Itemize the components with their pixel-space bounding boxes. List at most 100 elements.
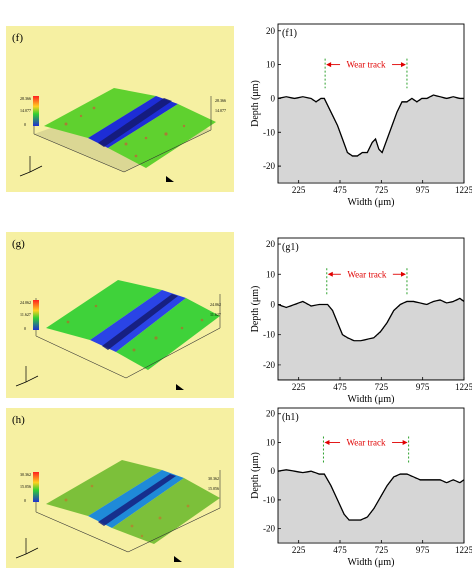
profile-chart: 225 475 725 975 1225 20 10 0 -10 -20 Width (μm) Dep…	[250, 237, 472, 405]
wear-arrow-head-left	[324, 439, 330, 445]
scale-zero: 0	[24, 122, 26, 127]
x-tick-label: 225	[292, 545, 306, 555]
axis-triad	[15, 538, 39, 559]
x-tick-label: 475	[333, 545, 347, 555]
y-tick-label: 0	[271, 93, 276, 103]
wear-arrow-head-right	[400, 271, 406, 277]
x-tick-label: 975	[416, 185, 430, 195]
y-tick-label: 10	[266, 437, 276, 447]
arrow-marker	[174, 556, 182, 562]
y-tick-label: -10	[263, 127, 275, 137]
wear-track-label: Wear track	[347, 60, 386, 70]
wear-arrow-head-left	[327, 271, 333, 277]
y-tick-label: 10	[266, 60, 276, 70]
scale-max-right: 24.062	[210, 302, 221, 307]
x-tick-label: 225	[292, 185, 306, 195]
wear-arrow-head-right	[400, 62, 406, 68]
wear-arrow-head-right	[402, 439, 408, 445]
profile-fill-area	[278, 469, 464, 543]
axis-triad	[15, 366, 39, 387]
y-tick-label: 20	[266, 409, 276, 419]
axes-frame	[277, 23, 465, 184]
scale-max: 30.362	[20, 472, 31, 477]
scale-mid: 14.077	[20, 108, 31, 113]
y-tick-label: -20	[263, 524, 275, 534]
surface-3d-plot: 30.362 15.056 0 30.362 15.056	[15, 460, 221, 562]
x-tick-label: 725	[375, 545, 389, 555]
wear-arrow-head-left	[326, 62, 332, 68]
scale-max-right: 28.366	[215, 98, 226, 103]
axes-frame	[277, 237, 465, 381]
surface-3d-plot: 28.366 14.077 0 28.366 14.077	[19, 88, 226, 182]
depth-profile-f1: 225 475 725 975 1225 20 10 0 -10 -20 Width (μm) Dep…	[250, 18, 472, 214]
profile-panel-label: (g1)	[282, 242, 299, 253]
y-axis-title: Depth (μm)	[250, 286, 261, 333]
scale-zero: 0	[24, 498, 26, 503]
unworn-surface-right	[116, 298, 220, 370]
y-tick-label: 0	[271, 299, 276, 309]
scale-mid-right: 15.056	[208, 486, 219, 491]
profile-curve	[277, 297, 465, 342]
scale-mid-right: 14.077	[215, 108, 226, 113]
unworn-surface-right	[108, 104, 216, 168]
scale-mid-right: 11.627	[210, 312, 221, 317]
y-tick-label: 10	[266, 269, 276, 279]
panel-label: (g)	[12, 238, 25, 250]
profile-chart: 225 475 725 975 1225 20 10 0 -10 -20 Width (μm) Dep…	[250, 23, 472, 208]
depth-profile-h1: 225 475 725 975 1225 20 10 0 -10 -20 Width (μm) Dep…	[250, 400, 472, 569]
x-tick-label: 975	[416, 382, 430, 392]
axis-triad	[19, 156, 43, 177]
profile-fill-area	[278, 95, 464, 183]
x-tick-label: 225	[292, 382, 306, 392]
surface-3d-plot: 24.062 11.627 0 24.062 11.627	[15, 280, 221, 390]
profile-chart: 225 475 725 975 1225 20 10 0 -10 -20 Width (μm) Dep…	[250, 407, 472, 568]
color-scale-bar	[33, 96, 39, 126]
x-tick-label: 725	[375, 382, 389, 392]
profile-fill-area	[278, 298, 464, 380]
unworn-surface-right	[112, 478, 220, 544]
y-tick-label: 20	[266, 239, 276, 249]
wear-track-label: Wear track	[347, 269, 386, 279]
x-axis-title: Width (μm)	[348, 557, 395, 568]
x-axis-title: Width (μm)	[348, 394, 395, 405]
scale-max-right: 30.362	[208, 476, 219, 481]
profile-curve	[277, 94, 464, 157]
x-tick-label: 475	[333, 382, 347, 392]
x-tick-label: 975	[416, 545, 430, 555]
surface-3d-panel-h: (h) 30.362 15.056 0 30.362 15.056	[6, 408, 234, 568]
x-tick-label: 475	[333, 185, 347, 195]
scale-max: 24.062	[20, 300, 31, 305]
x-tick-label: 1225	[455, 185, 472, 195]
profile-curve	[277, 469, 465, 521]
y-tick-label: 20	[266, 26, 276, 36]
profile-panel-label: (h1)	[282, 412, 299, 423]
unworn-surface-left	[46, 460, 162, 516]
x-tick-label: 1225	[455, 382, 472, 392]
panel-label: (f)	[12, 32, 23, 44]
y-tick-label: -20	[263, 360, 275, 370]
y-axis-title: Depth (μm)	[250, 80, 261, 127]
scale-mid: 11.627	[20, 312, 31, 317]
profile-panel-label: (f1)	[282, 28, 297, 39]
color-scale-bar	[33, 300, 39, 330]
y-axis-title: Depth (μm)	[250, 452, 261, 499]
x-tick-label: 1225	[455, 545, 472, 555]
color-scale-bar	[33, 472, 39, 502]
arrow-marker	[166, 176, 174, 182]
panel-label: (h)	[12, 414, 25, 426]
unworn-surface-left	[44, 88, 156, 138]
surface-3d-panel-g: (g) 24.062 11.627 0 24.062 11.627	[6, 232, 234, 398]
unworn-surface-left	[46, 280, 162, 340]
y-tick-label: -10	[263, 330, 275, 340]
y-tick-label: -20	[263, 161, 275, 171]
wear-track-label: Wear track	[347, 437, 386, 447]
axes-frame	[277, 407, 465, 544]
scale-max: 28.366	[20, 96, 31, 101]
scale-mid: 15.056	[20, 484, 31, 489]
x-axis-title: Width (μm)	[348, 197, 395, 208]
y-tick-label: 0	[271, 466, 276, 476]
depth-profile-g1: 225 475 725 975 1225 20 10 0 -10 -20 Width (μm) Dep…	[250, 230, 472, 426]
scale-zero: 0	[24, 326, 26, 331]
y-tick-label: -10	[263, 495, 275, 505]
surface-3d-panel-f: (f) 28.366 14.077 0 28.366 14.077	[6, 26, 234, 192]
